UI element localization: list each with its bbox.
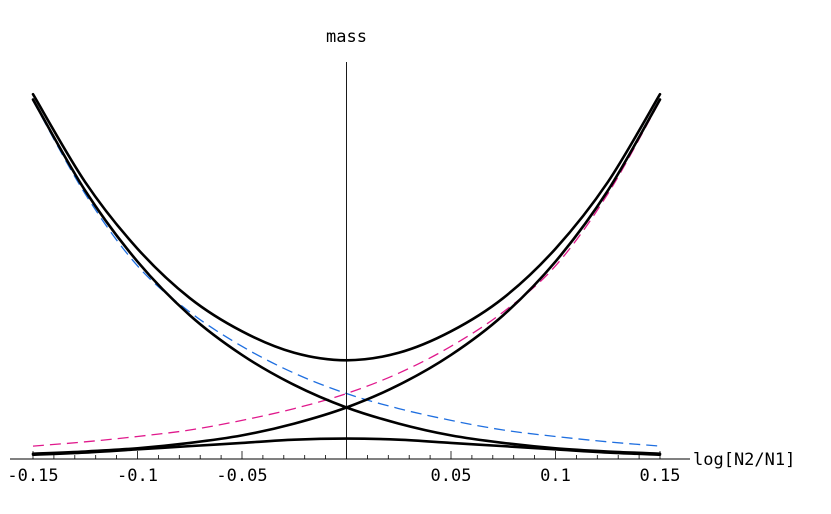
- x-tick-label: -0.1: [117, 466, 158, 486]
- dashed-curve-4: [32, 100, 661, 447]
- x-tick-label: 0.1: [540, 466, 571, 486]
- x-tick-label: 0.15: [640, 466, 681, 486]
- x-tick-label: 0.05: [431, 466, 472, 486]
- x-tick-label: -0.15: [7, 466, 58, 486]
- x-axis-label: log[N2/N1]: [693, 450, 795, 470]
- x-axis-ticks: [32, 451, 661, 459]
- axes: [10, 62, 690, 460]
- dashed-curve-5: [32, 100, 661, 447]
- y-axis-label: mass: [326, 27, 367, 47]
- x-axis-tick-labels: -0.15 -0.1 -0.05 0.05 0.1 0.15: [7, 466, 680, 486]
- x-tick-label: -0.05: [216, 466, 267, 486]
